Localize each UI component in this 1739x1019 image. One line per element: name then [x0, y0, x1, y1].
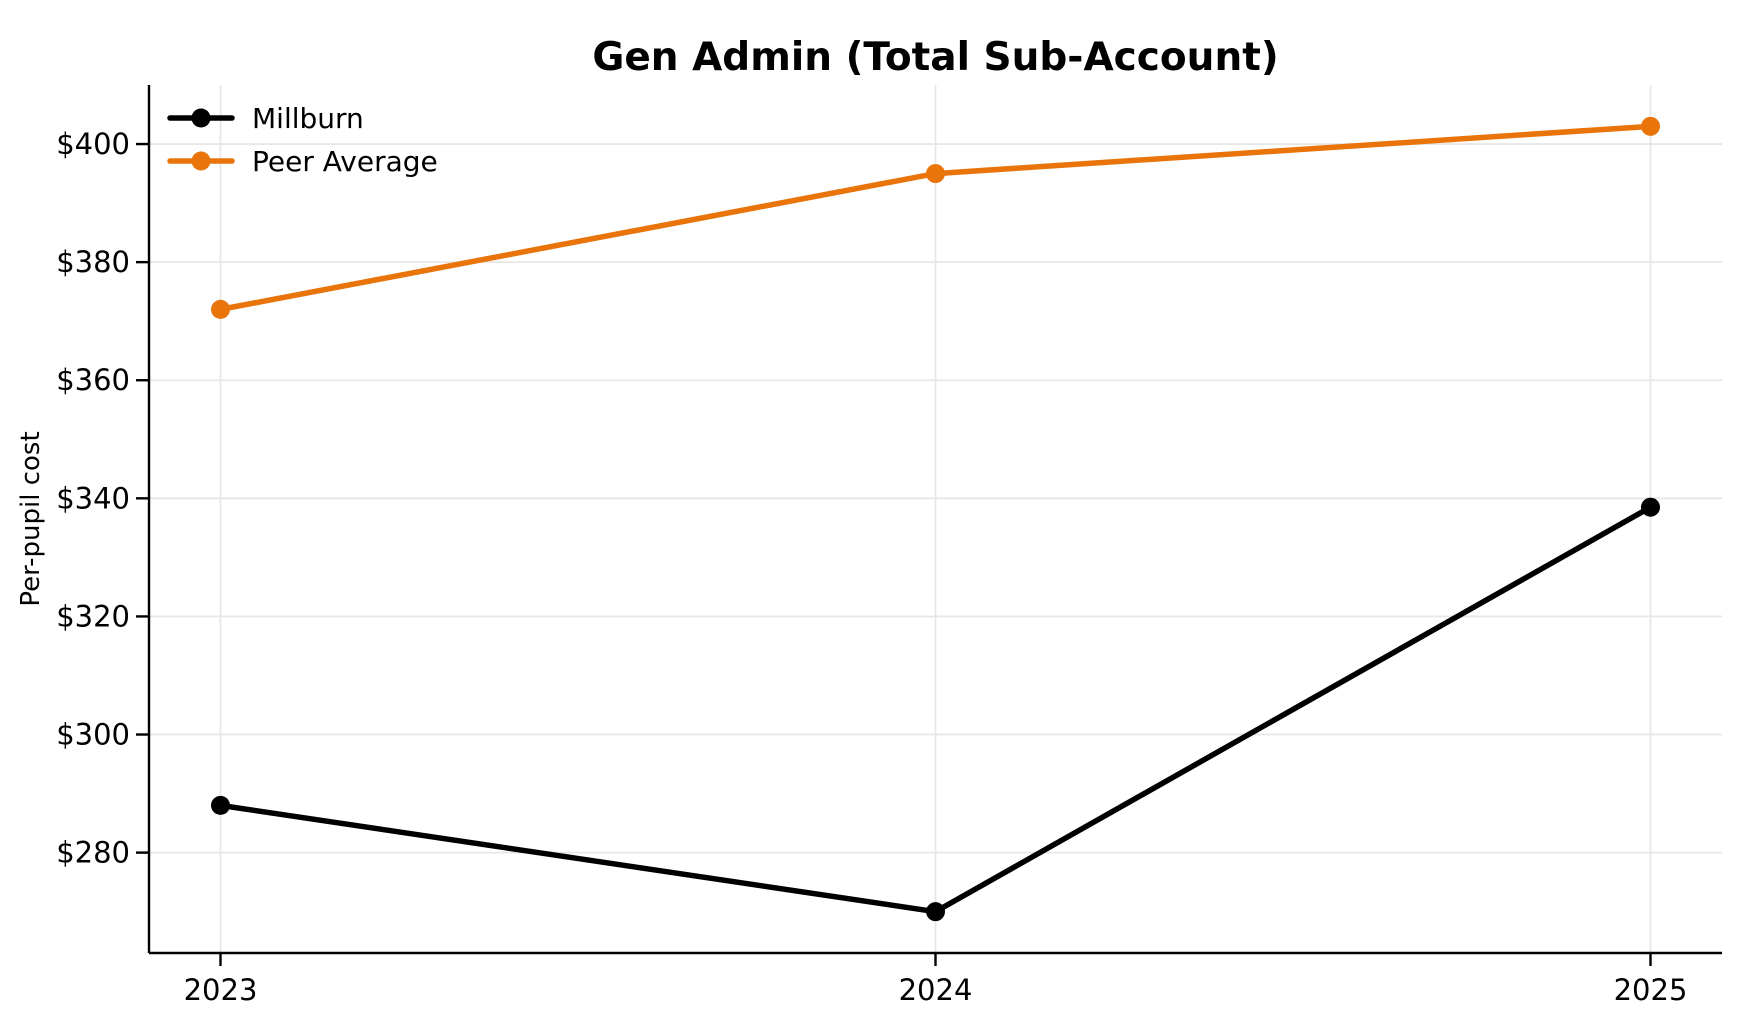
x-tick-label: 2024 [899, 973, 973, 1007]
y-tick-label: $320 [56, 599, 130, 633]
peer-average-data-marker [1641, 116, 1660, 136]
y-tick-label: $400 [56, 127, 130, 161]
legend-sample-marker [191, 151, 211, 171]
x-tick-label: 2025 [1614, 973, 1688, 1007]
legend-label-peer-average: Peer Average [252, 144, 438, 178]
legend: Millburn Peer Average [167, 101, 438, 178]
y-tick-label: $280 [56, 836, 130, 870]
y-tick-label: $340 [56, 481, 130, 515]
y-tick-label: $360 [56, 363, 130, 397]
y-tick-label: $380 [56, 245, 130, 279]
legend-item-millburn: Millburn [167, 101, 438, 135]
millburn-data-marker [211, 795, 230, 815]
chart-title: Gen Admin (Total Sub-Account) [592, 35, 1279, 81]
millburn-data-marker [1641, 497, 1660, 517]
millburn-legend-line-icon [167, 108, 235, 128]
peer-average-data-marker [926, 164, 945, 184]
legend-item-peer-average: Peer Average [167, 144, 438, 178]
legend-sample-marker [191, 108, 211, 128]
x-tick-label: 2023 [184, 973, 258, 1007]
peer-average-legend-line-icon [167, 151, 235, 171]
peer-average-data-marker [211, 299, 230, 319]
millburn-data-marker [926, 902, 945, 922]
y-tick-label: $300 [56, 718, 130, 752]
legend-label-millburn: Millburn [252, 101, 364, 135]
